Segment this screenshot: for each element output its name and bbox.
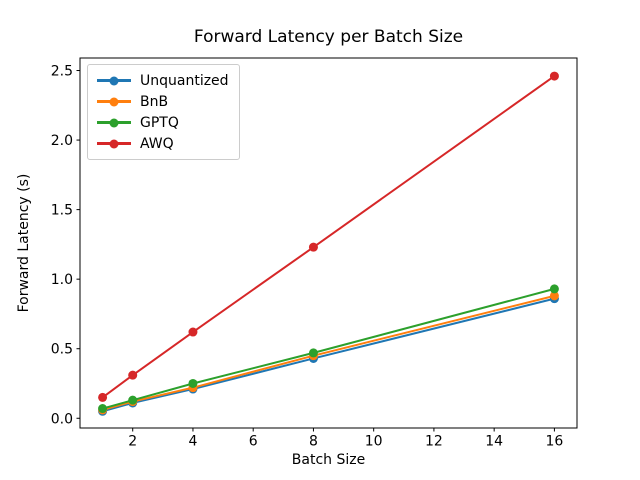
series-line-unquantized — [102, 297, 555, 413]
data-point-gptq — [188, 378, 198, 388]
data-point-awq — [308, 242, 318, 252]
y-tick-label: 0.5 — [51, 342, 73, 358]
y-tick-label: 0.0 — [51, 411, 73, 427]
legend-line-marker-icon — [97, 76, 131, 85]
axes-spines — [79, 57, 578, 429]
chart-title: Forward Latency per Batch Size — [193, 27, 464, 47]
legend-item-bnb: BnB — [97, 91, 229, 112]
x-tick-label: 10 — [365, 434, 383, 450]
y-tick-label: 2.0 — [51, 133, 73, 149]
legend-label: GPTQ — [140, 114, 179, 131]
legend-item-gptq: GPTQ — [97, 112, 229, 133]
data-point-gptq — [549, 284, 559, 294]
x-tick-label: 14 — [485, 434, 503, 450]
data-point-awq — [98, 392, 108, 402]
x-tick-label: 6 — [249, 434, 258, 450]
series-line-bnb — [102, 294, 555, 411]
legend: Unquantized BnB GPTQ AWQ — [87, 64, 240, 160]
legend-label: Unquantized — [140, 72, 229, 89]
y-tick-label: 1.0 — [51, 272, 73, 288]
y-tick-label: 2.5 — [51, 64, 73, 80]
x-tick-label: 12 — [425, 434, 443, 450]
data-point-awq — [549, 71, 559, 81]
legend-label: AWQ — [140, 135, 174, 152]
data-point-gptq — [98, 404, 108, 414]
legend-item-awq: AWQ — [97, 133, 229, 154]
x-axis-label: Batch Size — [291, 452, 366, 468]
y-tick-label: 1.5 — [51, 203, 73, 219]
legend-line-marker-icon — [97, 118, 131, 127]
x-tick-label: 2 — [128, 434, 137, 450]
data-point-gptq — [308, 348, 318, 358]
x-tick-label: 16 — [545, 434, 563, 450]
legend-label: BnB — [140, 93, 169, 110]
x-tick-label: 8 — [309, 434, 318, 450]
legend-line-marker-icon — [97, 139, 131, 148]
data-point-gptq — [128, 395, 138, 405]
data-point-awq — [128, 370, 138, 380]
data-point-bnb — [549, 291, 559, 301]
x-tick-label: 4 — [188, 434, 197, 450]
data-point-awq — [188, 327, 198, 337]
legend-line-marker-icon — [97, 97, 131, 106]
legend-item-unquantized: Unquantized — [97, 70, 229, 91]
y-axis-label: Forward Latency (s) — [16, 173, 32, 313]
